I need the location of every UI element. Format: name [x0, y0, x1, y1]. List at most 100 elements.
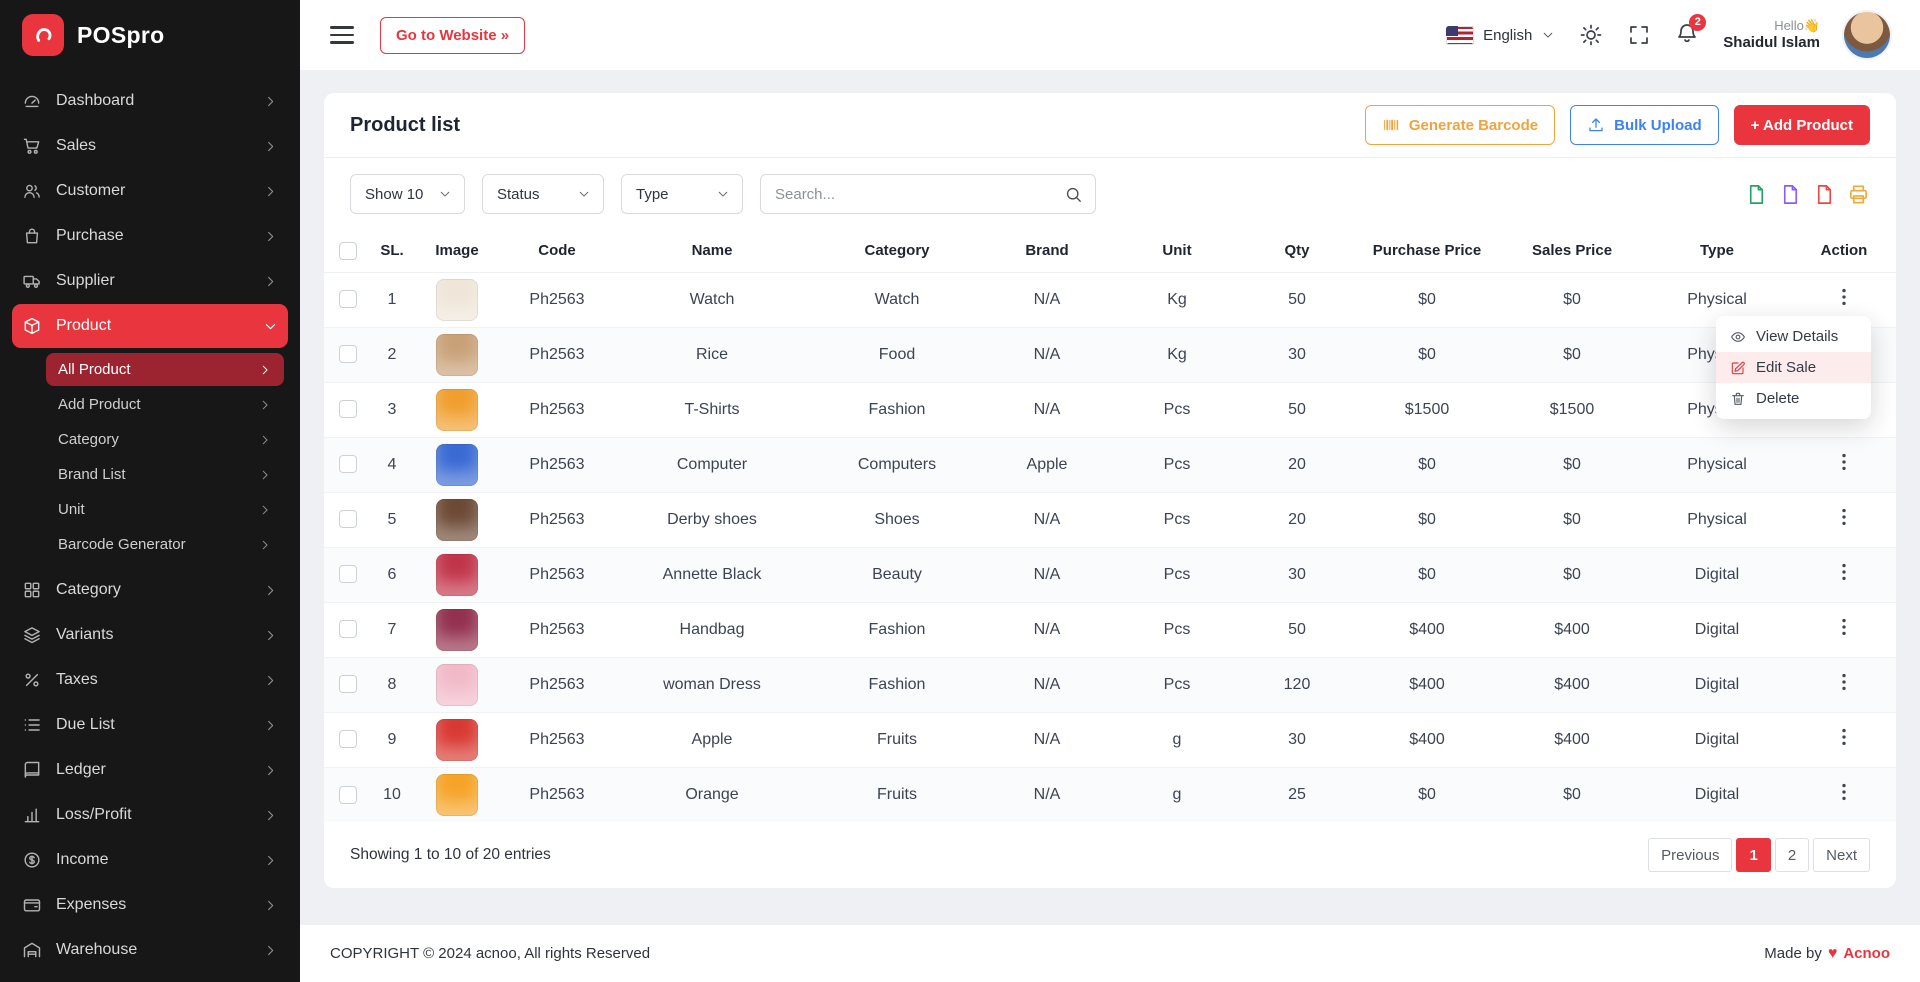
column-purchase-price: Purchase Price	[1352, 230, 1502, 273]
search-input[interactable]	[775, 185, 1064, 203]
language-selector[interactable]: English	[1446, 25, 1555, 45]
status-filter-select[interactable]: Status	[482, 174, 604, 214]
pagination-page-1[interactable]: 1	[1736, 838, 1771, 872]
column-type: Type	[1642, 230, 1792, 273]
row-checkbox[interactable]	[339, 455, 357, 474]
go-to-website-button[interactable]: Go to Website »	[380, 16, 526, 54]
sidebar-item-warehouse[interactable]: Warehouse	[12, 928, 288, 972]
row-checkbox[interactable]	[339, 785, 357, 804]
table-row: 3 Ph2563 T-Shirts Fashion N/A Pcs 50 $15…	[324, 381, 1896, 437]
row-actions-button[interactable]	[1833, 561, 1855, 583]
select-all-checkbox[interactable]	[339, 241, 357, 260]
user-avatar[interactable]	[1844, 12, 1890, 58]
row-checkbox[interactable]	[339, 290, 357, 309]
row-actions-button[interactable]	[1833, 616, 1855, 638]
generate-barcode-button[interactable]: Generate Barcode	[1364, 105, 1556, 145]
sidebar-subitem-unit[interactable]: Unit	[46, 493, 284, 526]
notifications-button[interactable]: 2	[1675, 13, 1707, 50]
sidebar-item-purchase[interactable]: Purchase	[12, 214, 288, 258]
app-logo[interactable]: POSpro	[0, 0, 300, 70]
product-thumbnail-watch	[436, 278, 478, 321]
menu-item-edit-sale[interactable]: Edit Sale	[1716, 352, 1871, 383]
bulk-upload-button[interactable]: Bulk Upload	[1570, 105, 1719, 145]
sidebar-item-sales[interactable]: Sales	[12, 124, 288, 168]
sidebar-item-dashboard[interactable]: Dashboard	[12, 79, 288, 123]
customer-icon	[22, 181, 42, 201]
loss-profit-chart-icon	[22, 805, 42, 825]
table-row: 2 Ph2563 Rice Food N/A Kg 30 $0 $0 Physi…	[324, 326, 1896, 382]
top-bar: Go to Website » English 2 Hello👋 Shaidul…	[300, 0, 1920, 70]
column-image: Image	[412, 230, 502, 273]
add-product-button[interactable]: + Add Product	[1733, 105, 1870, 145]
pagination-previous[interactable]: Previous	[1648, 838, 1733, 872]
sidebar-item-category[interactable]: Category	[12, 568, 288, 612]
chevron-right-icon	[258, 538, 272, 552]
print-icon[interactable]	[1847, 183, 1870, 206]
main-area: Go to Website » English 2 Hello👋 Shaidul…	[300, 0, 1920, 982]
chevron-right-icon	[258, 468, 272, 482]
menu-item-delete[interactable]: Delete	[1716, 383, 1871, 414]
sidebar-subitem-all-product[interactable]: All Product	[46, 353, 284, 386]
row-checkbox[interactable]	[339, 675, 357, 694]
hamburger-menu-icon[interactable]	[330, 26, 354, 44]
row-checkbox[interactable]	[339, 565, 357, 584]
upload-icon	[1587, 116, 1605, 134]
sidebar-item-expenses[interactable]: Expenses	[12, 883, 288, 927]
pdf-export-icon[interactable]	[1813, 183, 1836, 206]
type-filter-select[interactable]: Type	[621, 174, 743, 214]
chevron-right-icon	[263, 853, 278, 868]
sidebar-item-loss-profit[interactable]: Loss/Profit	[12, 793, 288, 837]
sidebar-subitem-brand-list[interactable]: Brand List	[46, 458, 284, 491]
sidebar-subitem-category[interactable]: Category	[46, 423, 284, 456]
table-row: 7 Ph2563 Handbag Fashion N/A Pcs 50 $400…	[324, 601, 1896, 657]
excel-export-icon[interactable]	[1745, 183, 1768, 206]
sidebar-item-variants[interactable]: Variants	[12, 613, 288, 657]
table-row: 10 Ph2563 Orange Fruits N/A g 25 $0 $0 D…	[324, 766, 1896, 822]
show-entries-select[interactable]: Show 10	[350, 174, 465, 214]
sidebar-subitem-barcode-generator[interactable]: Barcode Generator	[46, 528, 284, 561]
theme-sun-icon[interactable]	[1579, 23, 1603, 47]
user-menu[interactable]: Hello👋 Shaidul Islam	[1723, 18, 1820, 53]
search-icon[interactable]	[1064, 185, 1083, 204]
sidebar-item-product[interactable]: Product	[12, 304, 288, 348]
row-actions-button[interactable]	[1833, 671, 1855, 693]
column-name: Name	[612, 230, 812, 273]
column-sl: SL.	[372, 230, 412, 273]
sidebar-item-due-list[interactable]: Due List	[12, 703, 288, 747]
row-actions-button[interactable]	[1833, 506, 1855, 528]
fullscreen-icon[interactable]	[1627, 23, 1651, 47]
us-flag-icon	[1446, 25, 1475, 45]
row-checkbox[interactable]	[339, 730, 357, 749]
sidebar-item-ledger[interactable]: Ledger	[12, 748, 288, 792]
sidebar-subitem-add-product[interactable]: Add Product	[46, 388, 284, 421]
chevron-right-icon	[263, 139, 278, 154]
row-actions-button[interactable]	[1833, 781, 1855, 803]
supplier-truck-icon	[22, 271, 42, 291]
table-header-row: SL. Image Code Name Category Brand Unit …	[324, 230, 1896, 273]
file-export-icon[interactable]	[1779, 183, 1802, 206]
row-actions-button[interactable]	[1833, 286, 1855, 308]
sidebar-item-income[interactable]: Income	[12, 838, 288, 882]
sidebar-item-customer[interactable]: Customer	[12, 169, 288, 213]
edit-icon	[1730, 360, 1746, 376]
row-checkbox[interactable]	[339, 510, 357, 529]
row-actions-button[interactable]	[1833, 451, 1855, 473]
chevron-right-icon	[263, 628, 278, 643]
row-checkbox[interactable]	[339, 345, 357, 364]
row-actions-menu: View Details Edit Sale Delete	[1716, 316, 1871, 419]
product-list-card: Product list Generate Barcode Bulk Uploa…	[324, 93, 1896, 888]
pagination-page-2[interactable]: 2	[1774, 838, 1810, 872]
chevron-down-icon	[1541, 28, 1555, 42]
row-checkbox[interactable]	[339, 400, 357, 419]
product-thumbnail-beauty	[436, 553, 478, 596]
column-category: Category	[812, 230, 982, 273]
menu-item-view-details[interactable]: View Details	[1716, 321, 1871, 352]
row-checkbox[interactable]	[339, 620, 357, 639]
sidebar-item-taxes[interactable]: Taxes	[12, 658, 288, 702]
pagination-next[interactable]: Next	[1813, 838, 1870, 872]
brand-link[interactable]: Acnoo	[1843, 945, 1890, 962]
page-title: Product list	[350, 113, 461, 136]
sidebar-item-supplier[interactable]: Supplier	[12, 259, 288, 303]
row-actions-button[interactable]	[1833, 726, 1855, 748]
chevron-down-icon	[438, 187, 452, 201]
